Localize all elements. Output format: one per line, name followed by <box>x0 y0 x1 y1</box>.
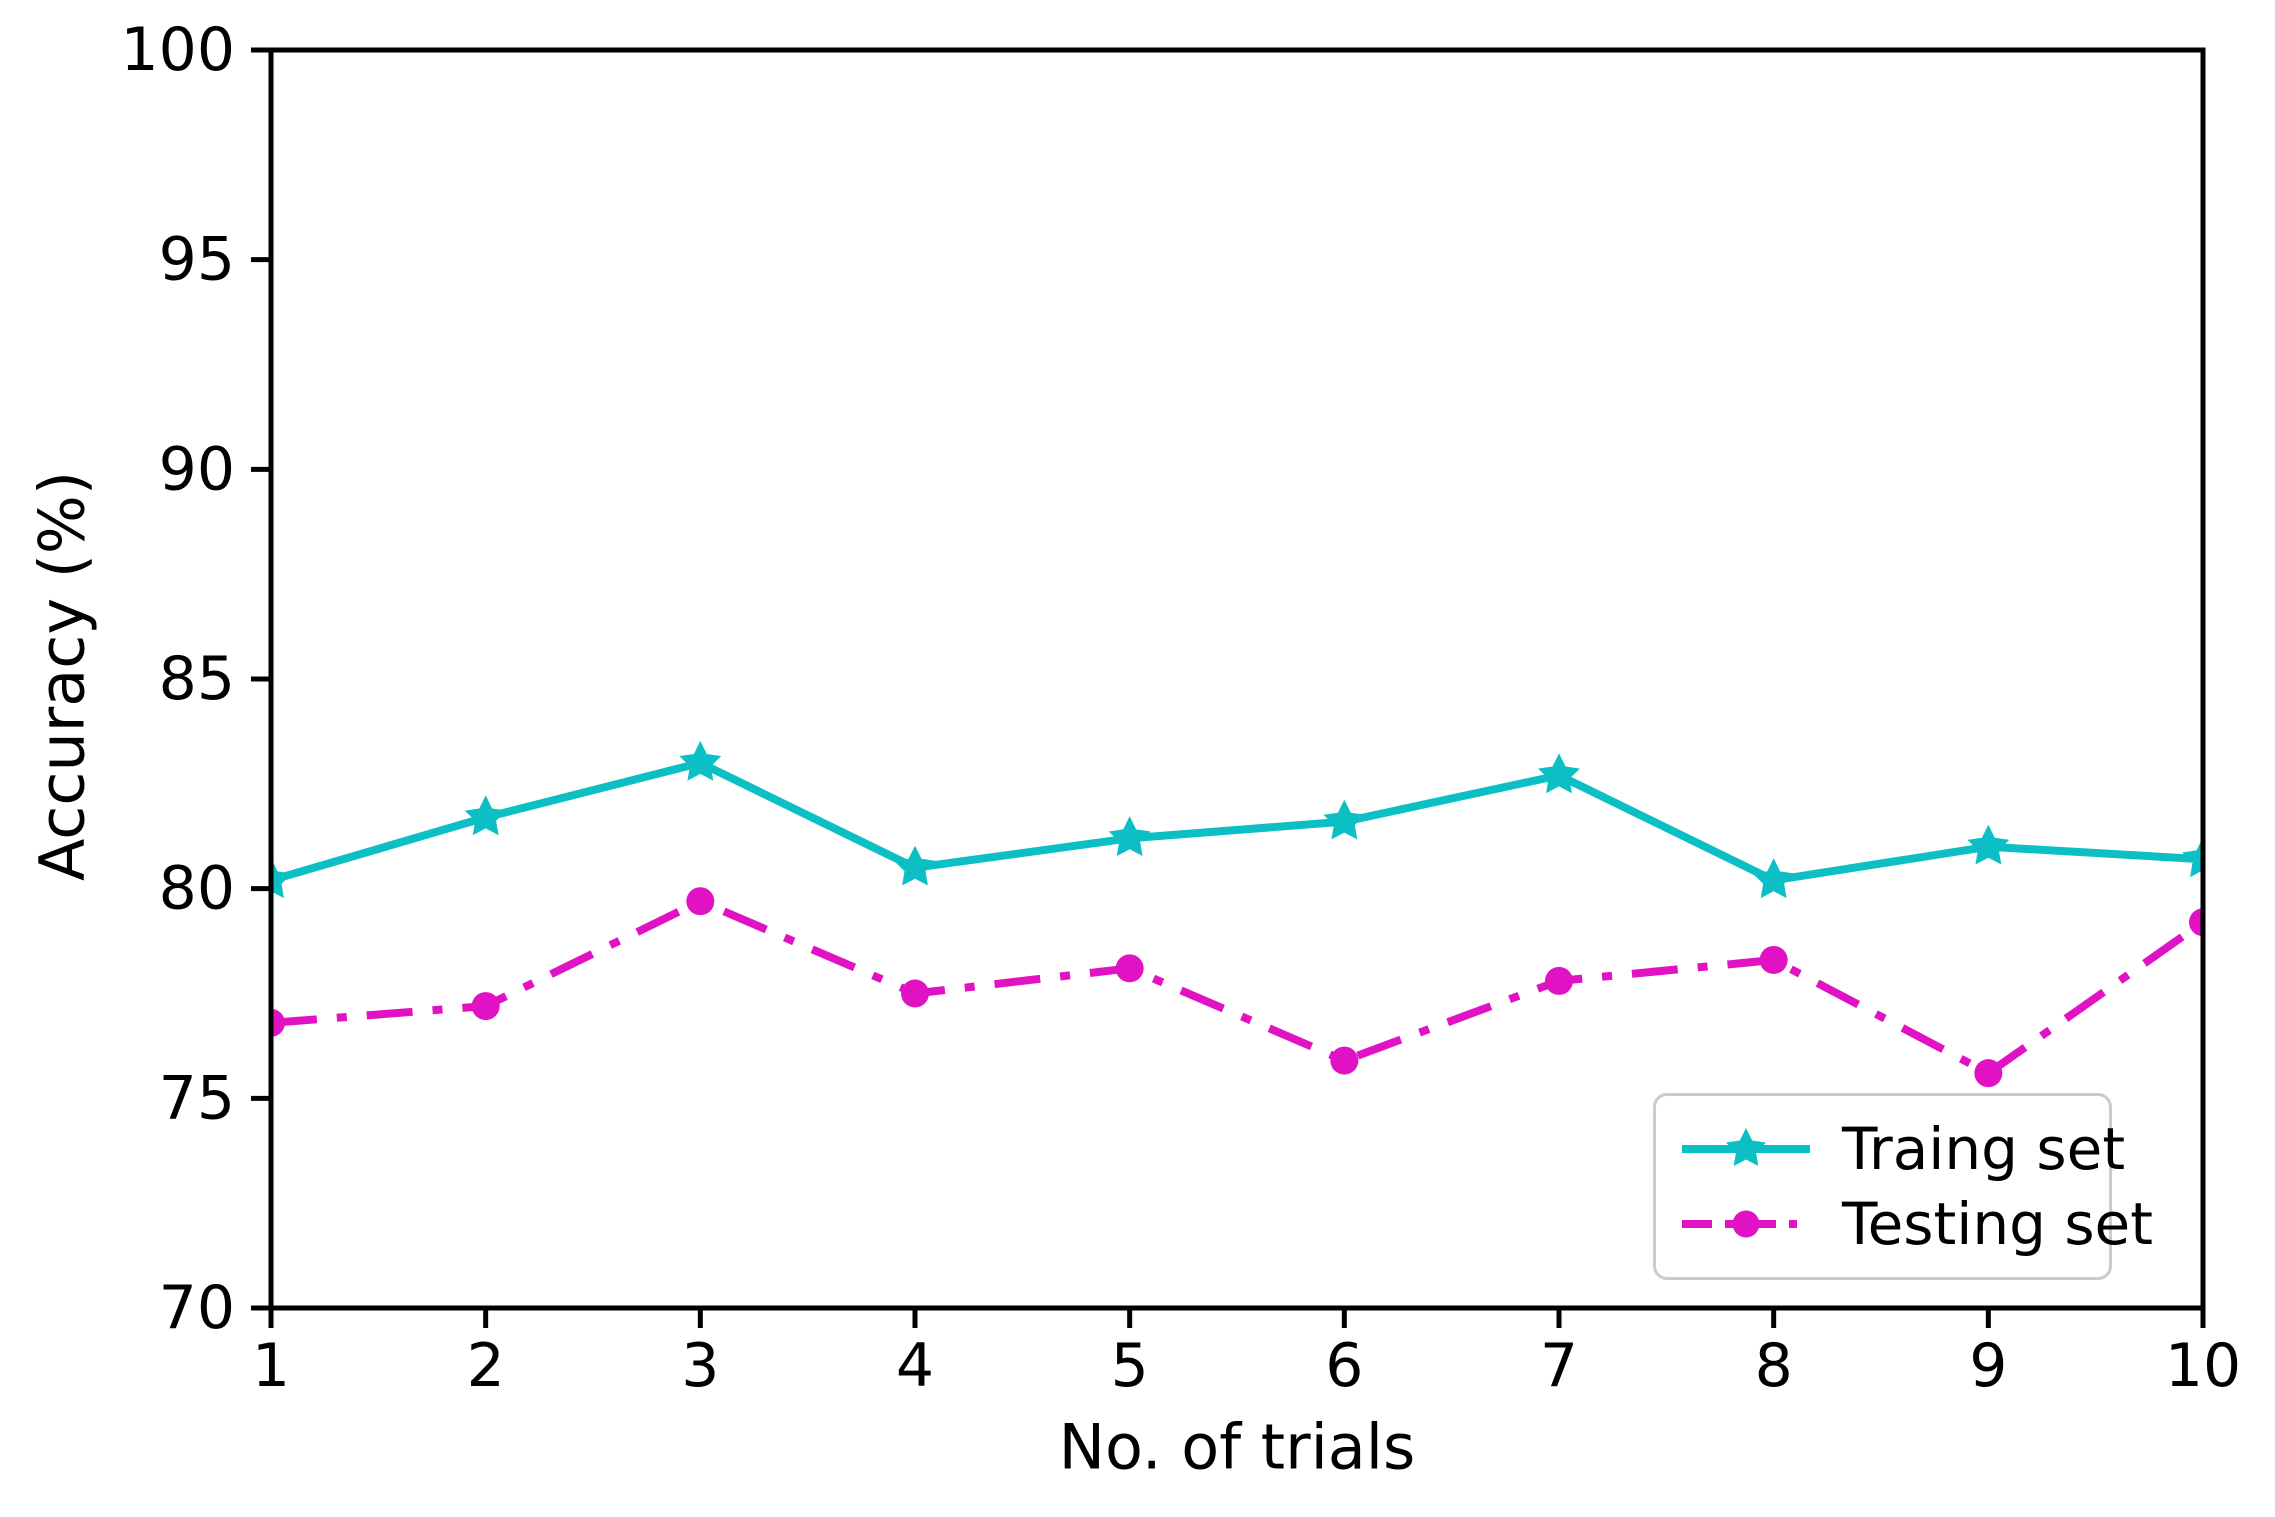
marker-training-8 <box>1752 858 1795 899</box>
marker-testing-6 <box>1330 1046 1359 1075</box>
y-tick-label-95: 95 <box>159 225 235 295</box>
y-tick-label-75: 75 <box>159 1063 235 1133</box>
legend-line-sample-training <box>1682 1128 1810 1167</box>
y-axis-label: Accuracy (%) <box>25 470 99 882</box>
marker-training-7 <box>1538 753 1580 794</box>
marker-testing-8 <box>1759 945 1788 974</box>
marker-testing-5 <box>1115 954 1144 983</box>
star-icon <box>1726 1128 1766 1167</box>
y-tick-label-80: 80 <box>159 854 235 924</box>
x-tick-label-5: 5 <box>1111 1331 1149 1401</box>
legend-label-testing: Testing set <box>1842 1189 2153 1258</box>
marker-training-1 <box>271 858 292 899</box>
circle-icon <box>1732 1210 1760 1238</box>
y-tick-label-100: 100 <box>120 15 235 85</box>
x-tick-label-1: 1 <box>252 1331 290 1401</box>
legend-label-training: Traing set <box>1842 1115 2126 1184</box>
marker-training-6 <box>1323 799 1366 840</box>
series-line-training <box>271 758 2203 885</box>
marker-testing-4 <box>901 979 929 1008</box>
x-tick-label-3: 3 <box>681 1331 719 1401</box>
marker-testing-3 <box>686 887 715 916</box>
marker-training-10 <box>2182 837 2203 878</box>
y-tick-label-90: 90 <box>159 434 235 504</box>
y-tick-label-85: 85 <box>159 644 235 714</box>
marker-testing-9 <box>1974 1059 2003 1088</box>
series-group <box>271 740 2203 1088</box>
marker-training-2 <box>464 795 507 836</box>
marker-testing-10 <box>2189 908 2203 937</box>
x-tick-label-8: 8 <box>1755 1331 1793 1401</box>
x-tick-label-2: 2 <box>467 1331 505 1401</box>
plot-border <box>268 47 2206 1311</box>
series-line-testing <box>271 897 2203 1078</box>
marker-training-3 <box>679 740 722 781</box>
x-tick-label-7: 7 <box>1540 1331 1578 1401</box>
legend-item-training: Traing set <box>1680 1120 2125 1178</box>
marker-training-9 <box>1967 824 2010 865</box>
y-tick-label-70: 70 <box>159 1273 235 1343</box>
marker-testing-1 <box>271 1008 285 1037</box>
x-tick-label-6: 6 <box>1325 1331 1363 1401</box>
marker-training-5 <box>1108 816 1151 857</box>
marker-training-4 <box>894 845 936 886</box>
marker-testing-7 <box>1545 966 1573 995</box>
legend: Traing set Testing set <box>1653 1093 2153 1280</box>
x-tick-label-10: 10 <box>2165 1331 2241 1401</box>
marker-testing-2 <box>471 992 500 1021</box>
x-tick-label-4: 4 <box>896 1331 934 1401</box>
x-axis-label: No. of trials <box>1058 1410 1416 1484</box>
x-tick-label-9: 9 <box>1969 1331 2007 1401</box>
legend-line-sample-testing <box>1682 1210 1810 1238</box>
legend-item-testing: Testing set <box>1680 1195 2153 1253</box>
